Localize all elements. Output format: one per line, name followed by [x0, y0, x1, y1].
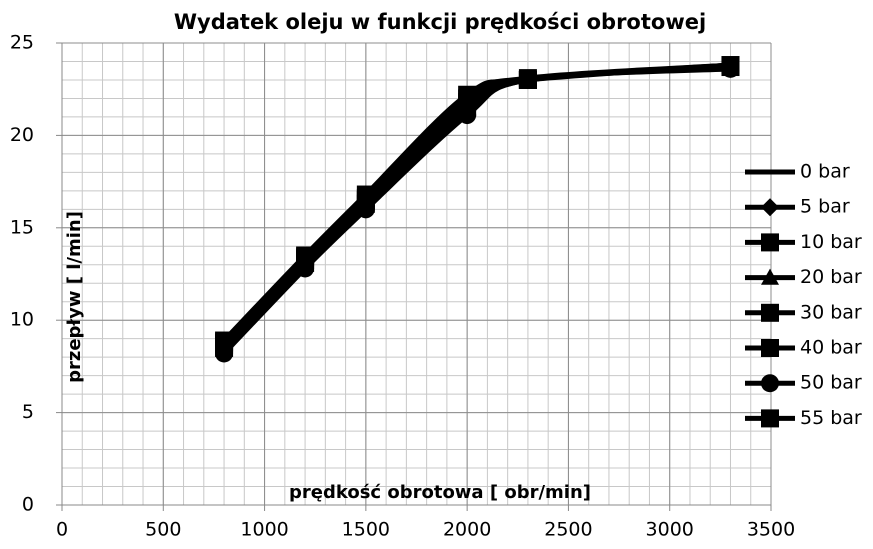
marker — [761, 303, 779, 322]
series-line — [222, 66, 731, 356]
marker — [215, 331, 234, 350]
marker — [296, 246, 315, 265]
x-tick-label: 2500 — [544, 519, 592, 541]
x-tick-label: 0 — [56, 519, 68, 541]
x-tick-label: 3500 — [747, 519, 795, 541]
legend-label: 40 bar — [800, 337, 862, 359]
chart-title: Wydatek oleju w funkcji prędkości obroto… — [174, 10, 706, 34]
marker — [761, 198, 779, 217]
y-tick-label: 20 — [10, 124, 34, 146]
x-tick-label: 1000 — [240, 519, 288, 541]
legend-label: 5 bar — [800, 196, 850, 218]
legend-label: 20 bar — [800, 266, 862, 288]
y-tick-label: 10 — [10, 309, 34, 331]
y-tick-label: 5 — [22, 401, 34, 423]
marker — [518, 70, 537, 89]
marker — [761, 339, 779, 357]
marker — [761, 233, 779, 252]
y-tick-label: 0 — [22, 494, 34, 516]
marker — [458, 106, 477, 125]
marker — [721, 56, 740, 75]
marker — [761, 374, 779, 393]
marker — [458, 85, 477, 104]
y-tick-label: 15 — [10, 216, 34, 238]
marker — [356, 200, 375, 219]
x-tick-label: 500 — [145, 519, 181, 541]
x-tick-label: 3000 — [646, 519, 694, 541]
y-axis-label: przepływ [ l/min] — [64, 211, 85, 383]
legend-label: 10 bar — [800, 231, 862, 253]
x-tick-label: 1500 — [342, 519, 390, 541]
y-tick-label: 25 — [10, 32, 34, 54]
x-tick-label: 2000 — [443, 519, 491, 541]
marker — [356, 185, 375, 204]
marker — [761, 409, 779, 428]
legend-label: 55 bar — [800, 407, 862, 429]
marker — [761, 268, 779, 285]
legend-label: 50 bar — [800, 372, 862, 394]
legend-label: 30 bar — [800, 301, 862, 323]
x-axis-label: prędkość obrotowa [ obr/min] — [289, 482, 591, 503]
legend-label: 0 bar — [800, 161, 850, 183]
